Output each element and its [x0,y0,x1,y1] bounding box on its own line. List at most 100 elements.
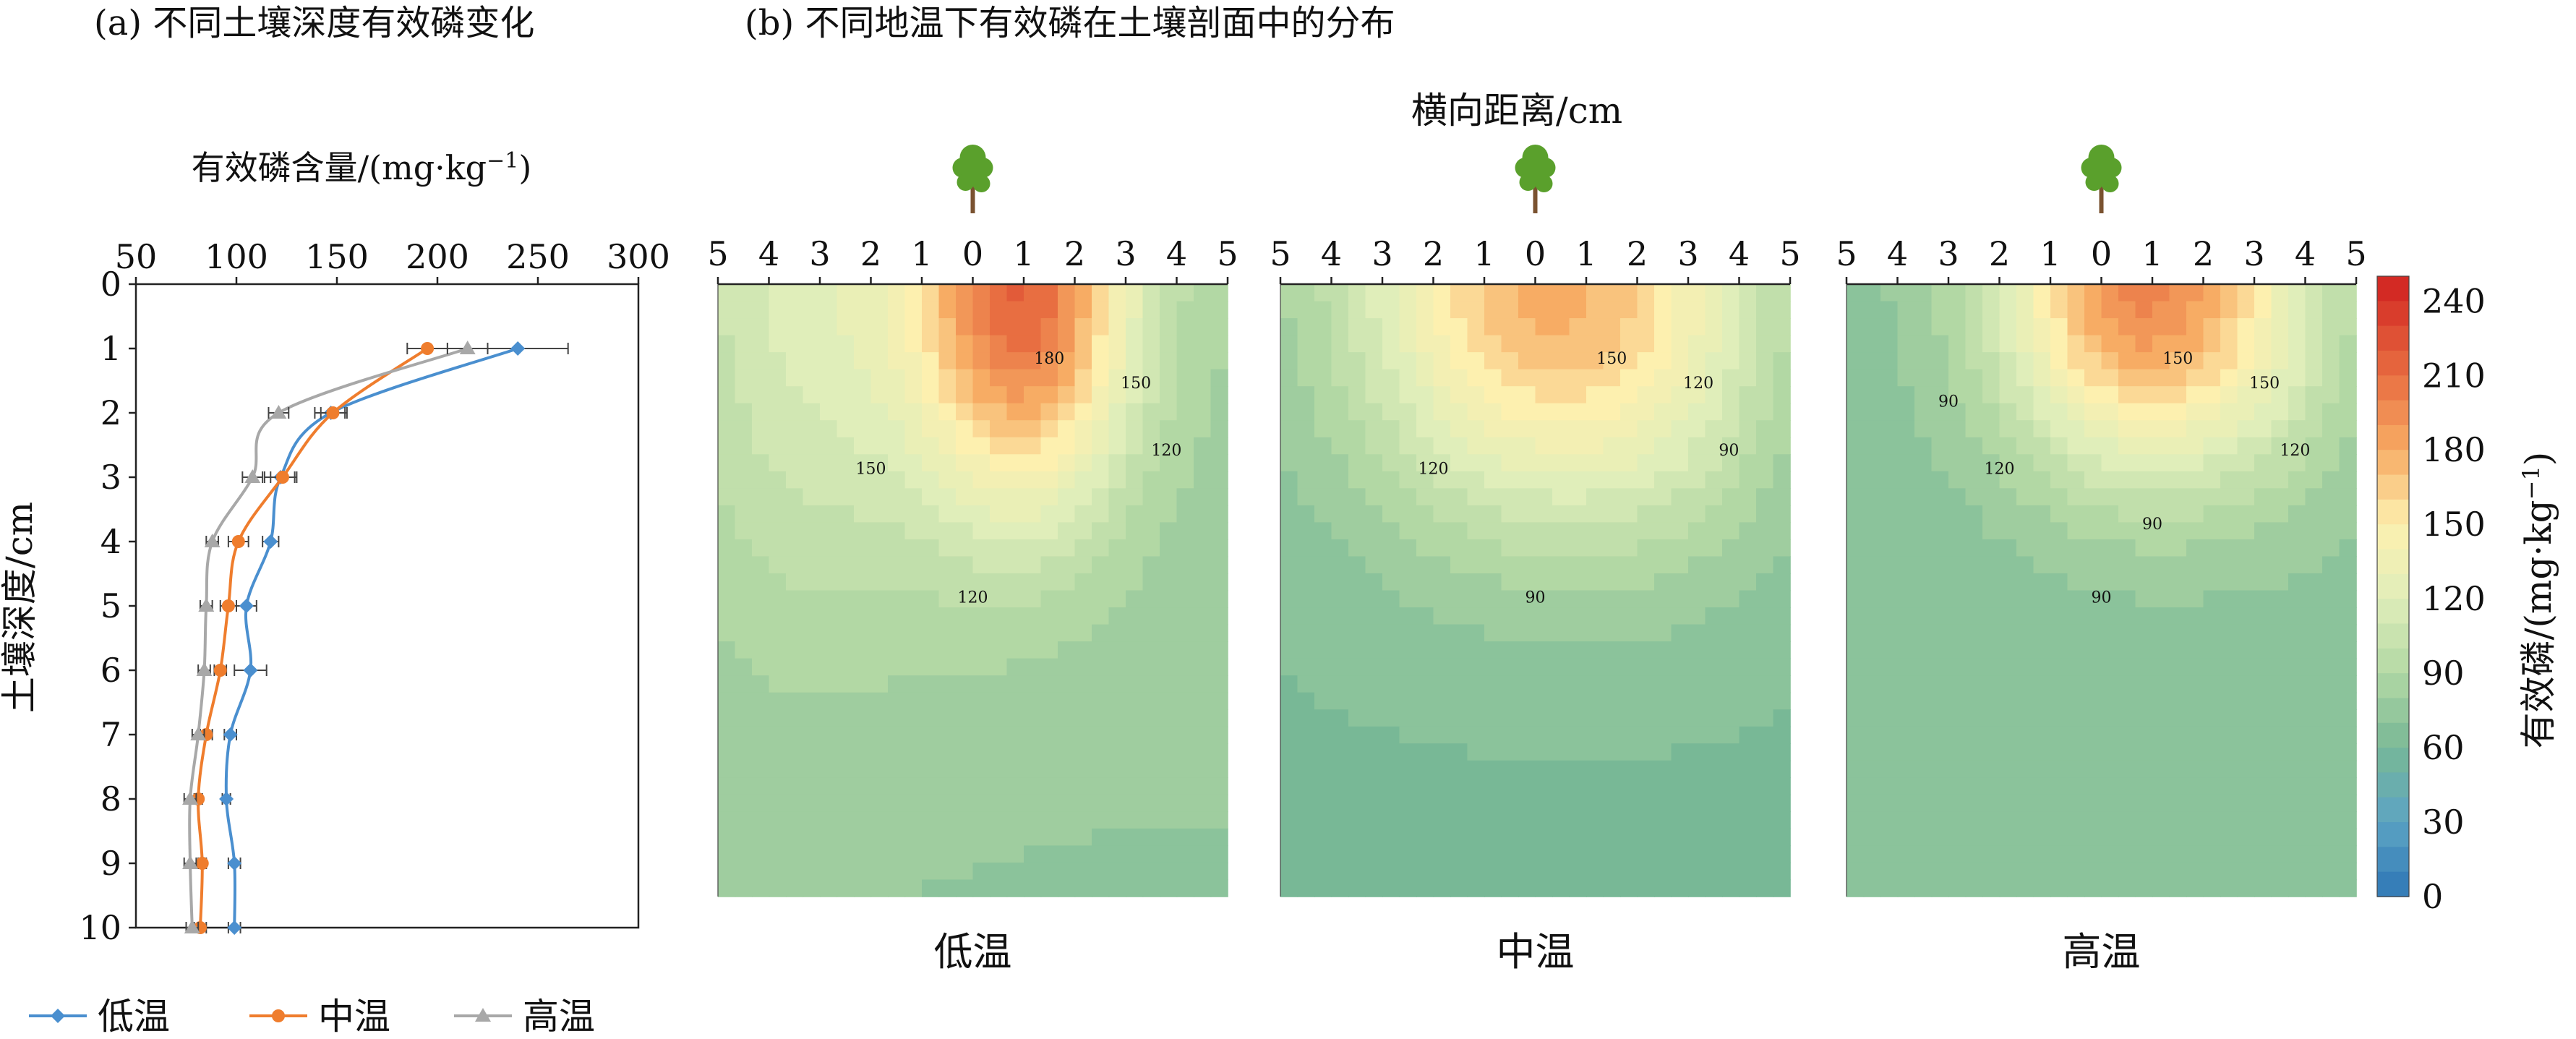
contour-cell [1416,386,1434,404]
contour-cell [1006,573,1024,591]
contour-cell [1160,352,1178,370]
contour-cell [938,709,957,727]
contour-cell [1847,522,1865,540]
contour-cell [2339,522,2357,540]
contour-cell [2118,454,2136,472]
contour-cell [1586,879,1604,897]
contour-cell [820,709,838,727]
contour-cell [2067,879,2085,897]
contour-cell [1006,471,1024,489]
contour-cell [1620,386,1638,404]
contour-cell [2322,777,2340,795]
contour-cell [854,284,872,302]
contour-cell [1126,403,1144,422]
contour-cell [718,726,736,745]
contour-cell [1620,709,1638,727]
contour-cell [1160,454,1178,472]
contour-cell [1552,454,1570,472]
contour-cell [922,743,940,761]
contour-cell [1603,488,1621,506]
contour-cell [1501,284,1519,302]
contour-cell [1399,624,1417,642]
contour-cell [1092,318,1110,336]
contour-cell [1092,556,1110,574]
contour-cell [1847,607,1865,625]
contour-cell [1965,862,1983,881]
contour-cell [1518,335,1536,353]
contour-cell [1365,454,1383,472]
contour-cell [1108,318,1126,336]
contour-cell [1074,794,1092,813]
contour-cell [1603,760,1621,779]
contour-cell [2152,862,2170,881]
contour-cell [1773,743,1791,761]
contour-cell [1142,318,1160,336]
contour-cell [752,743,770,761]
contour-cell [820,335,838,353]
colorbar-tick-label: 180 [2422,430,2486,469]
contour-cell [2186,369,2204,387]
contour-cell [1280,607,1298,625]
contour-cell [1863,471,1881,489]
contour-cell [2050,471,2068,489]
contour-cell [2220,539,2238,557]
contour-cell [836,539,855,557]
contour-cell [990,726,1008,745]
contour-cell [718,607,736,625]
contour-cell [854,386,872,404]
contour-cell [718,420,736,438]
contour-cell [1603,845,1621,863]
contour-cell [769,845,787,863]
contour-cell [2186,573,2204,591]
contour-cell [1024,760,1042,779]
contour-cell [2101,284,2119,302]
contour-cell [1863,777,1881,795]
contour-cell [803,743,821,761]
contour-cell [1074,539,1092,557]
contour-cell [1348,777,1366,795]
contour-cell [1348,556,1366,574]
contour-cell [1484,743,1502,761]
contour-cell [2220,369,2238,387]
panel-b-x-tick-label: 2 [1989,234,2010,273]
contour-cell [956,284,974,302]
contour-cell [1450,658,1468,676]
contour-cell [888,539,906,557]
contour-cell [1092,726,1110,745]
contour-cell [1705,794,1723,813]
contour-cell [1620,777,1638,795]
contour-cell [1914,488,1933,506]
contour-cell [2050,403,2068,422]
contour-cell [1914,641,1933,659]
contour-cell [1024,335,1042,353]
contour-cell [938,624,957,642]
contour-cell [1688,403,1706,422]
contour-cell [1006,437,1024,456]
contour-cell [769,658,787,676]
contour-cell [2322,811,2340,829]
contour-cell [1914,369,1933,387]
contour-cell [1348,318,1366,336]
contour-cell [1382,505,1400,523]
contour-cell [1331,709,1349,727]
data-point-diamond [223,727,238,742]
contour-cell [922,760,940,779]
contour-cell [1297,709,1315,727]
contour-cell [2305,760,2323,779]
contour-cell [1847,743,1865,761]
colorbar-tick-label: 120 [2422,579,2486,618]
panel-b-x-tick-label: 3 [1677,234,1698,273]
contour-cell [1092,301,1110,319]
contour-cell [1074,301,1092,319]
contour-cell [1040,709,1058,727]
contour-cell [1280,845,1298,863]
contour-cell [2067,658,2085,676]
contour-cell [1603,335,1621,353]
contour-cell [2305,522,2323,540]
contour-cell [2220,624,2238,642]
contour-cell [2152,454,2170,472]
contour-cell [1671,760,1689,779]
contour-cell [1058,811,1076,829]
contour-cell [2118,641,2136,659]
contour-cell [2203,420,2221,438]
